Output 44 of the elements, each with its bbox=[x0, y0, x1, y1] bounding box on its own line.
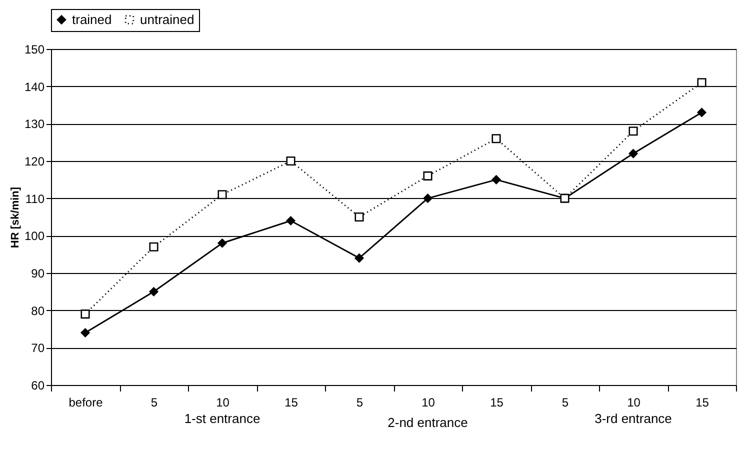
x-tick-label: before bbox=[68, 396, 104, 410]
y-tick-label: 140 bbox=[24, 80, 45, 94]
point bbox=[697, 78, 706, 88]
text: 2-nd entrance bbox=[388, 415, 468, 430]
legend-label: trained bbox=[72, 12, 112, 27]
point bbox=[354, 212, 364, 222]
point bbox=[80, 310, 90, 319]
x-tick-label: 5 bbox=[562, 396, 569, 410]
point bbox=[286, 216, 296, 226]
x-tick-label: 10 bbox=[216, 396, 230, 410]
point bbox=[492, 134, 501, 144]
point bbox=[218, 238, 227, 248]
point bbox=[492, 175, 501, 184]
point bbox=[149, 242, 158, 252]
point bbox=[423, 171, 432, 180]
x-tick-label: 15 bbox=[696, 396, 710, 410]
text: 3-rd entrance bbox=[594, 411, 672, 426]
y-tick-label: 90 bbox=[31, 266, 45, 280]
x-tick-label: 15 bbox=[284, 396, 298, 410]
point bbox=[628, 126, 638, 136]
point bbox=[354, 254, 364, 263]
y-tick-label: 60 bbox=[31, 378, 45, 392]
legend-label: untrained bbox=[140, 12, 194, 27]
point bbox=[149, 287, 158, 296]
x-tick-label: 5 bbox=[356, 396, 364, 410]
y-tick-label: 70 bbox=[31, 341, 45, 356]
y-tick-label: 130 bbox=[24, 117, 45, 132]
x-tick-label: 10 bbox=[627, 396, 641, 410]
point bbox=[628, 149, 638, 158]
point bbox=[423, 194, 432, 203]
point bbox=[697, 108, 706, 117]
y-axis-title: HR [sk/min] bbox=[9, 186, 22, 248]
y-tick-label: 80 bbox=[31, 304, 45, 318]
point bbox=[218, 190, 227, 200]
x-tick-label: 10 bbox=[422, 396, 436, 410]
y-tick-label: 100 bbox=[24, 229, 45, 244]
y-tick-label: 110 bbox=[25, 192, 45, 206]
x-tick-label: 15 bbox=[490, 396, 504, 410]
text: 1-st entrance bbox=[184, 411, 260, 426]
y-tick-label: 120 bbox=[24, 154, 45, 168]
point bbox=[286, 156, 296, 166]
point bbox=[80, 328, 90, 338]
x-tick-label: 5 bbox=[150, 396, 158, 410]
y-tick-label: 150 bbox=[24, 42, 45, 56]
